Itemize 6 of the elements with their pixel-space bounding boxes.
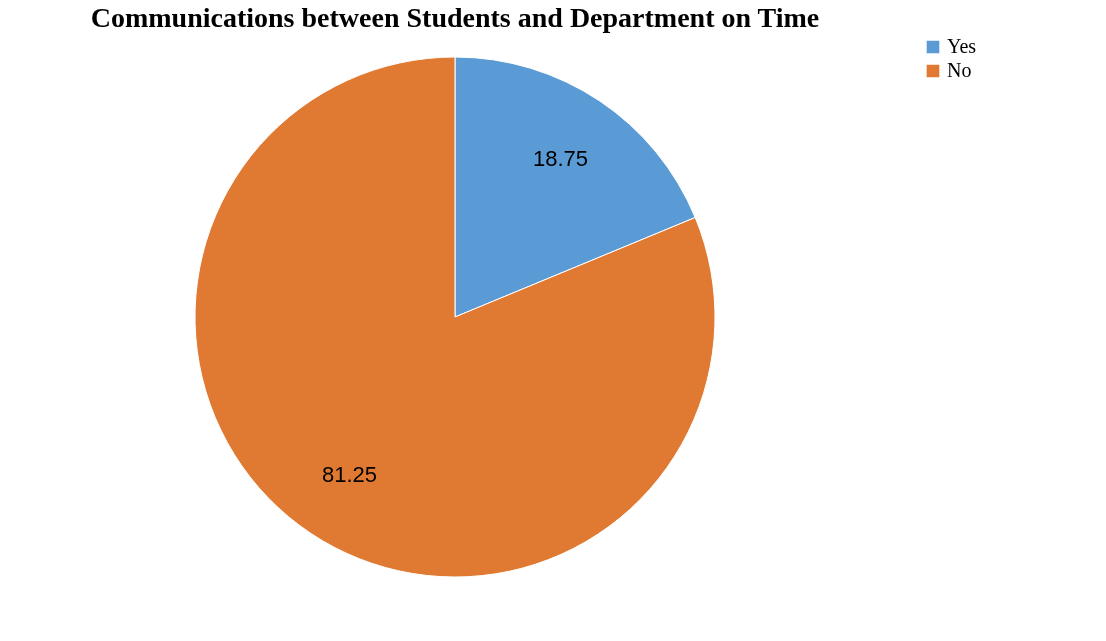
chart-title: Communications between Students and Department on Time <box>90 2 820 33</box>
data-label: 81.25 <box>321 461 377 487</box>
legend-label: Yes <box>947 35 977 57</box>
data-label: 18.75 <box>533 146 589 172</box>
legend-label: No <box>947 59 972 81</box>
pie-slice <box>194 56 716 578</box>
